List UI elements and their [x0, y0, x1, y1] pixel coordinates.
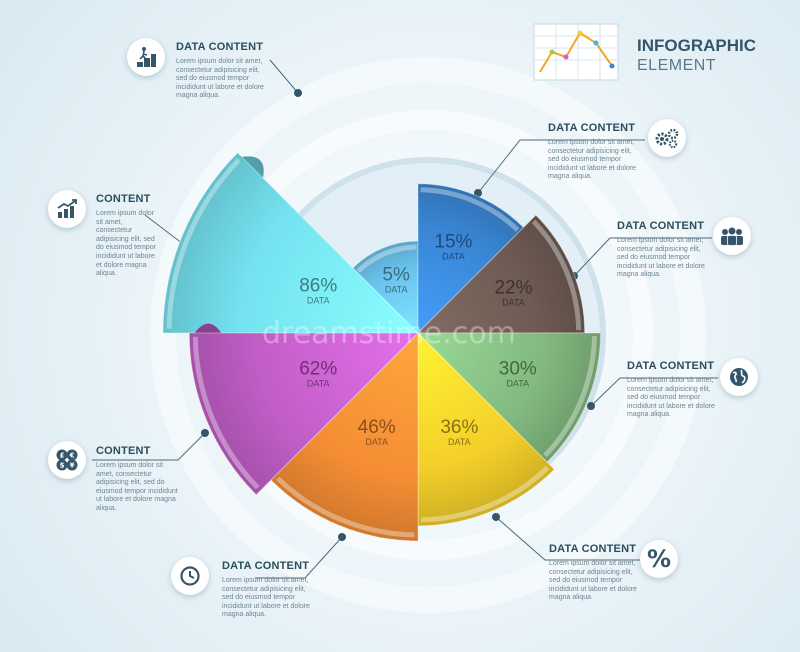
callout-body: Lorem ipsum dolor sit amet, consectetur …	[617, 237, 705, 279]
pie-category-label: DATA	[307, 378, 330, 388]
pie-slice	[270, 331, 419, 542]
pie-slice	[417, 183, 525, 335]
callout-title: CONTENT	[96, 193, 151, 205]
callout-title: DATA CONTENT	[627, 360, 715, 372]
pie-slice	[416, 332, 602, 463]
page-subtitle: ELEMENT	[637, 57, 717, 74]
callout-title: DATA CONTENT	[549, 543, 637, 555]
pie-value-label: 15%	[434, 231, 472, 252]
callout-body: Lorem ipsum dolor sit amet, consectetur …	[627, 377, 715, 419]
pie-value-label: 46%	[358, 417, 396, 438]
callout-top-left: DATA CONTENT Lorem ipsum dolor sit amet,…	[176, 41, 326, 101]
callout-body: Lorem ipsum dolor sit amet, consectetur …	[176, 58, 264, 100]
pie-slice-rim	[166, 158, 241, 329]
callout-bottom-right: DATA CONTENT Lorem ipsum dolor sit amet,…	[549, 543, 699, 603]
gears-icon	[648, 119, 686, 157]
person-steps-icon	[127, 38, 165, 76]
pie-slice-rim	[421, 465, 550, 523]
pie-value-label: 36%	[440, 417, 478, 438]
pie-chart: 86%DATA5%DATA15%DATA22%DATA30%DATA36%DAT…	[162, 151, 602, 542]
pie-value-label: 30%	[499, 358, 537, 379]
callout-left-upper: CONTENT Lorem ipsum dolor sit amet, cons…	[96, 193, 246, 279]
pie-category-label: DATA	[448, 437, 471, 447]
svg-text:£: £	[60, 452, 65, 460]
callout-bottom-left: DATA CONTENT Lorem ipsum dolor sit amet,…	[222, 560, 372, 620]
callout-body: Lorem ipsum dolor sit amet, consectetur …	[222, 577, 310, 619]
pie-category-label: DATA	[365, 437, 388, 447]
callout-title: DATA CONTENT	[617, 220, 705, 232]
currency-icon: £ € $ ¥	[48, 441, 86, 479]
pie-category-label: DATA	[385, 284, 408, 294]
callout-title: DATA CONTENT	[548, 122, 636, 134]
pie-slice	[162, 151, 420, 334]
pie-value-label: 22%	[494, 277, 532, 298]
pie-slice-rim	[543, 336, 598, 458]
callout-body: Lorem ipsum dolor sit amet, consectetur …	[549, 560, 637, 602]
callout-body: Lorem ipsum dolor sit amet, consectetur …	[548, 139, 636, 181]
svg-text:¥: ¥	[70, 462, 75, 470]
pie-slice	[352, 240, 419, 335]
callout-title: DATA CONTENT	[222, 560, 310, 572]
callout-right-upper: DATA CONTENT Lorem ipsum dolor sit amet,…	[617, 220, 767, 280]
pie-value-label: 86%	[299, 276, 337, 297]
pie-category-label: DATA	[442, 251, 465, 261]
pie-value-label: 5%	[382, 264, 410, 285]
percent-icon: %	[640, 540, 678, 578]
pie-slice	[417, 331, 556, 527]
clock-icon	[171, 557, 209, 595]
svg-text:$: $	[60, 462, 65, 470]
pie-category-label: DATA	[502, 297, 525, 307]
callout-title: DATA CONTENT	[176, 41, 264, 53]
pie-category-label: DATA	[506, 378, 529, 388]
callout-top-right: DATA CONTENT Lorem ipsum dolor sit amet,…	[548, 122, 698, 182]
pie-slice-rim	[275, 476, 415, 538]
callout-right-lower: DATA CONTENT Lorem ipsum dolor sit amet,…	[627, 360, 777, 420]
callout-left-lower: CONTENT Lorem ipsum dolor sit amet, cons…	[96, 445, 246, 514]
callout-body: Lorem ipsum dolor sit amet, consectetur …	[96, 462, 178, 512]
callout-body: Lorem ipsum dolor sit amet, consectetur …	[96, 210, 156, 278]
pie-slice-rim	[531, 219, 582, 331]
globe-icon	[720, 358, 758, 396]
pie-slice-rim	[356, 244, 417, 273]
pie-value-label: 62%	[299, 358, 337, 379]
pie-category-label: DATA	[307, 296, 330, 306]
pie-slice	[188, 332, 420, 496]
pie-slice	[416, 214, 586, 334]
chart-up-icon	[48, 190, 86, 228]
callout-title: CONTENT	[96, 445, 151, 457]
pie-slice-rim	[420, 187, 520, 232]
pie-slice-rim	[192, 336, 260, 490]
svg-text:€: €	[69, 452, 75, 460]
people-icon	[713, 217, 751, 255]
mini-chart-logo	[533, 23, 619, 81]
page-title: INFOGRAPHIC	[637, 36, 756, 55]
